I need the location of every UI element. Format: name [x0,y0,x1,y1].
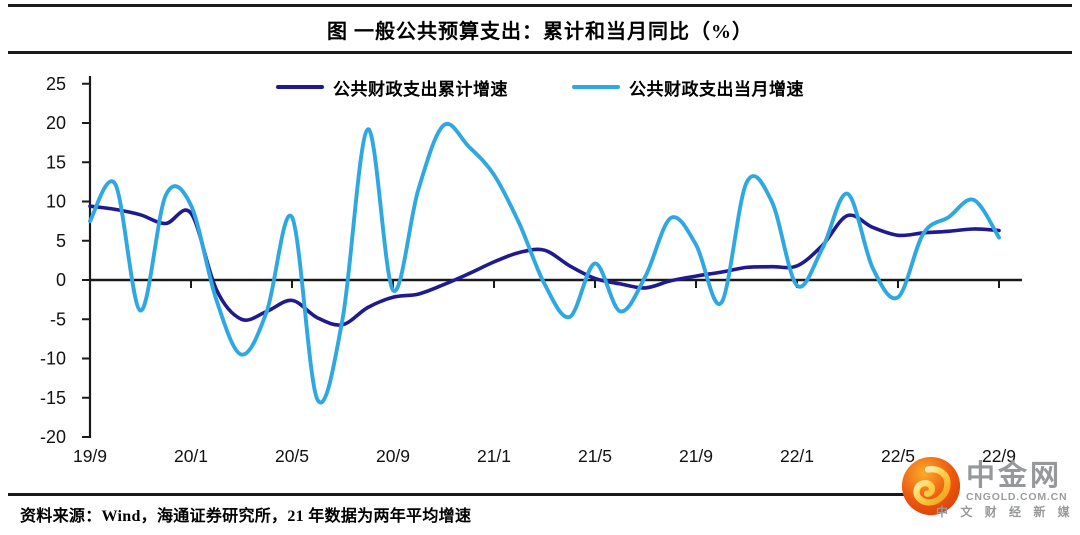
series-line-cumulative [88,204,1001,327]
x-axis-tick-label: 21/5 [578,446,612,466]
legend-label-monthly: 公共财政支出当月增速 [629,79,804,99]
x-axis-tick-label: 21/9 [679,446,713,466]
y-axis-tick-label: -15 [40,388,66,408]
y-axis-tick-label: -10 [40,349,66,369]
footer-divider [8,493,945,496]
legend-line-swatch-cumulative [276,85,324,89]
x-axis-tick-label: 22/1 [780,446,814,466]
x-axis-tick-label: 20/1 [174,446,208,466]
y-axis-tick-label: -20 [40,427,66,447]
series-line-monthly [88,121,1001,405]
legend-item-monthly: 公共财政支出当月增速 [572,75,804,100]
legend-item-cumulative: 公共财政支出累计增速 [276,75,508,100]
chart-title: 图 一般公共预算支出：累计和当月同比（%） [327,20,753,43]
source-note: 资料来源：Wind，海通证券研究所，21 年数据为两年平均增速 [20,508,472,525]
logo-tagline: 中 文 财 经 新 媒 体 [936,505,1080,519]
chart-title-band: 图 一般公共预算支出：累计和当月同比（%） [8,4,1072,54]
y-axis-tick-label: -5 [50,309,66,329]
x-axis-tick-label: 19/9 [73,446,107,466]
x-axis-tick-label: 21/1 [477,446,511,466]
y-axis-tick-label: 0 [56,270,66,290]
legend-label-cumulative: 公共财政支出累计增速 [333,79,508,99]
cngold-logo: 中金网 CNGOLD.COM.CN 中 文 财 经 新 媒 体 [900,456,1080,529]
x-axis-tick-label: 22/5 [881,446,915,466]
y-axis-tick-label: 15 [46,152,66,172]
y-axis-tick-label: 5 [56,231,66,251]
x-axis-tick-label: 20/5 [275,446,309,466]
y-axis-tick-label: 20 [46,113,66,133]
chart-legend: 公共财政支出累计增速 公共财政支出当月增速 [0,75,1080,100]
x-axis-tick-label: 20/9 [376,446,410,466]
logo-domain: CNGOLD.COM.CN [966,491,1068,503]
y-axis-tick-label: 10 [46,192,66,212]
y-axis-tick-label: 25 [46,74,66,94]
legend-line-swatch-monthly [572,85,620,89]
logo-name: 中金网 [966,460,1063,492]
cngold-logo-mark-icon [901,456,961,516]
x-axis-tick-label: 22/9 [982,446,1016,466]
